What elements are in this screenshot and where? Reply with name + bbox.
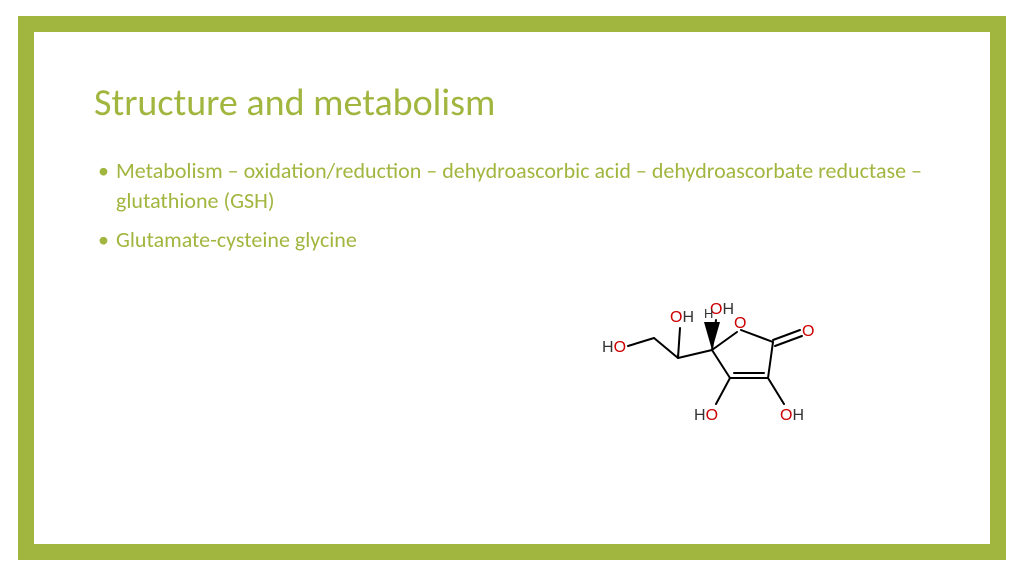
- bullet-list: Metabolism – oxidation/reduction – dehyd…: [94, 156, 930, 255]
- atom-oh: OH: [670, 309, 694, 326]
- atom-oh: OH: [710, 301, 734, 318]
- slide-content: Structure and metabolism Metabolism – ox…: [34, 32, 990, 255]
- atom-o: O: [802, 323, 814, 340]
- slide-title: Structure and metabolism: [94, 80, 930, 126]
- atom-oh: OH: [780, 407, 804, 424]
- slide-frame: Structure and metabolism Metabolism – ox…: [18, 16, 1006, 560]
- atom-ho: HO: [602, 339, 626, 356]
- atom-ho: HO: [694, 407, 718, 424]
- molecule-diagram: O O OH HO OH H OH HO: [594, 272, 834, 452]
- atom-o: O: [734, 315, 746, 332]
- bullet-item: Glutamate-cysteine glycine: [98, 225, 930, 255]
- bullet-item: Metabolism – oxidation/reduction – dehyd…: [98, 156, 930, 215]
- atom-h: H: [704, 306, 713, 321]
